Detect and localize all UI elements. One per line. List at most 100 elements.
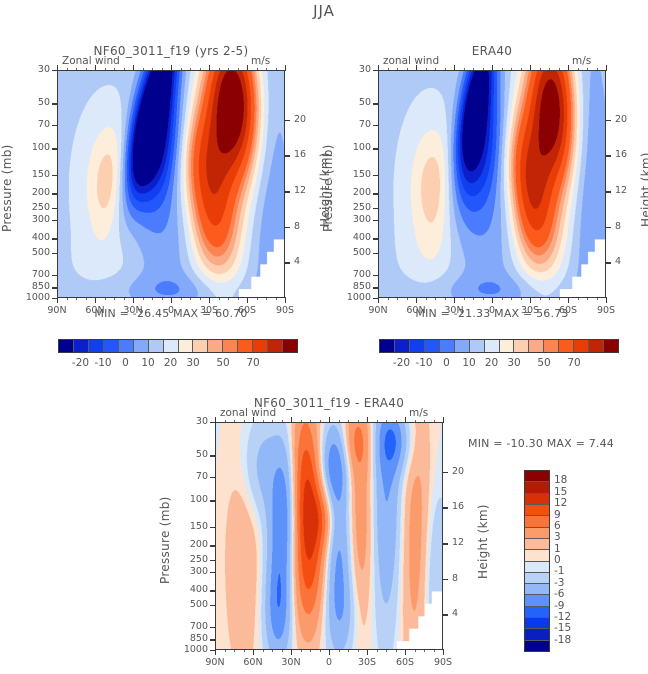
xtick-minor-difference bbox=[310, 420, 312, 423]
ytick-model-8 bbox=[52, 238, 58, 240]
xtick-minor-difference bbox=[300, 420, 302, 423]
colorbar-cell-wind-era40-11 bbox=[544, 340, 560, 352]
xtick-minor-difference bbox=[376, 420, 378, 423]
y2tick-difference-3 bbox=[442, 578, 448, 581]
xtick-minor-difference bbox=[272, 649, 274, 652]
ytick-difference-0 bbox=[210, 422, 216, 424]
xtick-bottom-reanalysis-5 bbox=[568, 297, 570, 303]
overlay-units-reanalysis: m/s bbox=[572, 55, 592, 67]
y2tick-label-reanalysis-3: 8 bbox=[615, 220, 622, 232]
ytick-label-reanalysis-3: 100 bbox=[352, 142, 371, 154]
xtick-top-difference-2 bbox=[291, 417, 293, 423]
xtick-minor-model bbox=[142, 297, 144, 300]
ytick-label-model-5: 200 bbox=[31, 187, 50, 199]
y2tick-label-difference-4: 4 bbox=[452, 608, 459, 620]
xtick-minor-reanalysis bbox=[577, 297, 579, 300]
xtick-minor-reanalysis bbox=[587, 297, 589, 300]
ytick-label-difference-7: 300 bbox=[189, 565, 208, 577]
ytick-difference-10 bbox=[210, 626, 216, 629]
colorbar-cell-wind-model-0 bbox=[59, 340, 74, 352]
xtick-minor-difference bbox=[376, 649, 378, 652]
ytick-model-9 bbox=[52, 252, 58, 255]
colorbar-cell-wind-era40-3 bbox=[424, 340, 440, 352]
colorbar-wind-era40[interactable] bbox=[379, 339, 619, 353]
y2tick-label-reanalysis-2: 12 bbox=[615, 185, 628, 197]
xtick-top-model-4 bbox=[209, 65, 211, 71]
colorbar-difference[interactable] bbox=[524, 470, 550, 652]
ytick-difference-1 bbox=[210, 455, 216, 457]
ytick-label-reanalysis-12: 1000 bbox=[346, 292, 371, 303]
xtick-label-reanalysis-0: 90N bbox=[368, 305, 388, 316]
y2tick-label-model-0: 20 bbox=[294, 113, 307, 125]
colorbar-label-difference-12: -12 bbox=[554, 610, 572, 623]
xtick-minor-reanalysis bbox=[425, 297, 427, 300]
xtick-minor-difference bbox=[262, 420, 264, 423]
panel-title-model: NF60_3011_f19 (yrs 2-5) bbox=[93, 44, 249, 58]
xtick-minor-difference bbox=[414, 420, 416, 423]
y-axis-title-difference: Pressure (mb) bbox=[158, 496, 172, 584]
plot-area-difference[interactable] bbox=[215, 422, 443, 650]
xtick-bottom-difference-0 bbox=[215, 649, 217, 655]
ytick-label-reanalysis-6: 250 bbox=[352, 201, 371, 213]
xtick-minor-difference bbox=[300, 649, 302, 652]
colorbar-wind-model[interactable] bbox=[58, 339, 298, 353]
colorbar-cell-difference-0 bbox=[525, 471, 549, 483]
ytick-model-7 bbox=[52, 219, 58, 222]
xtick-label-reanalysis-3: 0 bbox=[488, 305, 496, 316]
minmax-difference: MIN = -10.30 MAX = 7.44 bbox=[468, 437, 614, 450]
xtick-top-model-6 bbox=[285, 65, 287, 71]
xtick-minor-model bbox=[237, 68, 239, 71]
ytick-label-difference-1: 50 bbox=[195, 449, 208, 461]
colorbar-cell-wind-model-10 bbox=[208, 340, 224, 352]
colorbar-label-difference-14: -18 bbox=[554, 633, 572, 646]
figure-title: JJA bbox=[313, 2, 335, 20]
plot-area-reanalysis[interactable] bbox=[378, 70, 606, 298]
colorbar-cell-wind-model-11 bbox=[223, 340, 239, 352]
colorbar-cell-wind-model-1 bbox=[73, 340, 89, 352]
colorbar-label-difference-6: 1 bbox=[554, 542, 561, 555]
xtick-minor-difference bbox=[224, 420, 226, 423]
colorbar-label-wind-era40-0: -20 bbox=[392, 357, 411, 369]
xtick-minor-model bbox=[114, 68, 116, 71]
xtick-minor-difference bbox=[338, 420, 340, 423]
colorbar-cell-wind-era40-10 bbox=[529, 340, 545, 352]
xtick-bottom-difference-4 bbox=[367, 649, 369, 655]
xtick-minor-reanalysis bbox=[587, 68, 589, 71]
xtick-label-reanalysis-6: 90S bbox=[596, 305, 616, 316]
ytick-reanalysis-4 bbox=[373, 174, 379, 177]
plot-area-model[interactable] bbox=[57, 70, 285, 298]
xtick-minor-reanalysis bbox=[463, 297, 465, 300]
xtick-bottom-difference-6 bbox=[443, 649, 445, 655]
xtick-label-reanalysis-1: 60N bbox=[406, 305, 426, 316]
xtick-top-difference-6 bbox=[443, 417, 445, 423]
xtick-label-reanalysis-2: 30N bbox=[444, 305, 464, 316]
colorbar-label-difference-5: 3 bbox=[554, 531, 561, 544]
xtick-minor-difference bbox=[395, 649, 397, 652]
y2tick-label-reanalysis-0: 20 bbox=[615, 113, 628, 125]
colorbar-cell-difference-1 bbox=[525, 482, 549, 494]
xtick-label-model-5: 60S bbox=[237, 305, 257, 316]
xtick-bottom-reanalysis-2 bbox=[454, 297, 456, 303]
xtick-minor-model bbox=[190, 68, 192, 71]
xtick-minor-difference bbox=[272, 420, 274, 423]
xtick-minor-reanalysis bbox=[558, 297, 560, 300]
ytick-label-reanalysis-2: 70 bbox=[358, 119, 371, 131]
ytick-difference-11 bbox=[210, 639, 216, 641]
colorbar-cell-wind-era40-5 bbox=[454, 340, 470, 352]
xtick-minor-reanalysis bbox=[444, 68, 446, 71]
xtick-minor-model bbox=[76, 68, 78, 71]
ytick-model-0 bbox=[52, 70, 58, 72]
xtick-label-difference-0: 90N bbox=[205, 657, 225, 668]
xtick-minor-difference bbox=[262, 649, 264, 652]
overlay-variable-model: Zonal wind bbox=[62, 55, 120, 67]
ytick-reanalysis-9 bbox=[373, 252, 379, 255]
y2tick-model-1 bbox=[284, 155, 290, 157]
xtick-bottom-model-5 bbox=[247, 297, 249, 303]
xtick-minor-model bbox=[142, 68, 144, 71]
ytick-label-model-9: 500 bbox=[31, 246, 50, 258]
ytick-reanalysis-5 bbox=[373, 193, 379, 195]
ytick-label-model-1: 50 bbox=[37, 97, 50, 109]
xtick-label-difference-4: 30S bbox=[357, 657, 377, 668]
y2tick-label-difference-0: 20 bbox=[452, 465, 465, 477]
xtick-top-model-5 bbox=[247, 65, 249, 71]
